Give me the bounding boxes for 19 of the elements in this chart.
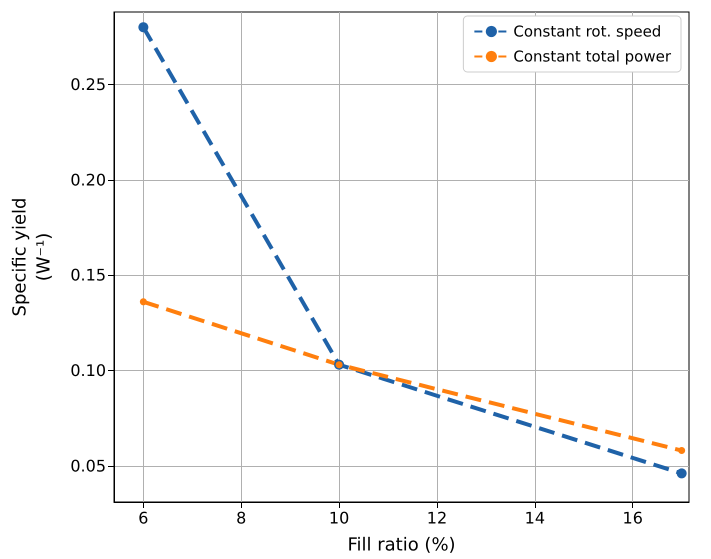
y-tick-label: 0.25 <box>70 74 106 94</box>
x-tick-label: 12 <box>426 508 448 528</box>
y-tick-label: 0.20 <box>70 170 106 190</box>
point <box>676 468 687 478</box>
x-tick-label: 16 <box>622 508 643 528</box>
y-tick-label: 0.05 <box>70 456 106 476</box>
x-axis-title: Fill ratio (%) <box>347 534 456 556</box>
x-tick-label: 10 <box>328 508 350 528</box>
legend-label: Constant total power <box>513 48 672 66</box>
point <box>678 447 686 454</box>
point <box>140 298 147 306</box>
x-tick-label: 6 <box>138 508 148 528</box>
y-axis-title: Specific yield (W⁻¹) <box>10 198 54 316</box>
legend-label: Constant rot. speed <box>513 22 662 40</box>
x-tick-label: 14 <box>524 508 546 528</box>
point <box>138 22 148 32</box>
y-tick-label: 0.10 <box>70 360 106 380</box>
y-tick-label: 0.15 <box>70 266 106 285</box>
x-tick-label: 8 <box>236 508 246 528</box>
